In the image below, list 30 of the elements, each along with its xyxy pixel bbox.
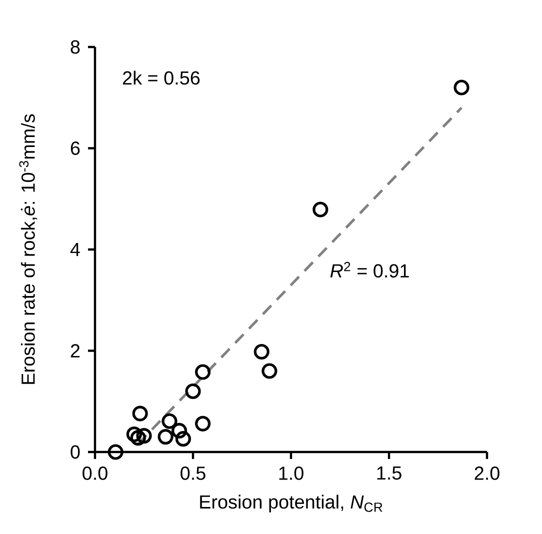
point xyxy=(162,413,178,429)
x-tick-label: 0.0 xyxy=(82,466,108,480)
x-axis-title: Erosion potential, N$_{CR}$ xyxy=(200,494,382,512)
point xyxy=(254,344,270,360)
y-tick-label: 8 xyxy=(70,40,80,54)
x-tick-label: 1.0 xyxy=(279,466,304,480)
y-tick-label: 4 xyxy=(70,242,80,256)
point xyxy=(454,80,470,96)
point xyxy=(171,422,188,439)
y-tick-label: 0 xyxy=(70,445,80,459)
point xyxy=(130,430,146,446)
annotation: R$^{2}$ = 0.91 xyxy=(330,262,409,278)
x-tick-label: 2.0 xyxy=(474,466,500,480)
point xyxy=(312,202,328,218)
y-tick-label: 6 xyxy=(70,142,80,155)
point xyxy=(195,416,211,432)
point xyxy=(108,444,124,460)
point xyxy=(132,406,148,422)
point xyxy=(195,364,211,380)
point xyxy=(175,431,191,447)
point xyxy=(126,426,142,442)
annotation: 2k = 0.56 xyxy=(122,70,200,85)
x-tick-label: 0.5 xyxy=(180,466,206,480)
x-tick-label: 1.5 xyxy=(377,466,402,480)
point xyxy=(262,363,278,379)
point xyxy=(136,428,152,444)
y-tick-label: 2 xyxy=(70,344,80,358)
y-axis-title: Erosion rate of rock,ė: 10$^{-3}$mm/s xyxy=(19,114,38,384)
point xyxy=(158,429,174,445)
point xyxy=(185,383,201,400)
